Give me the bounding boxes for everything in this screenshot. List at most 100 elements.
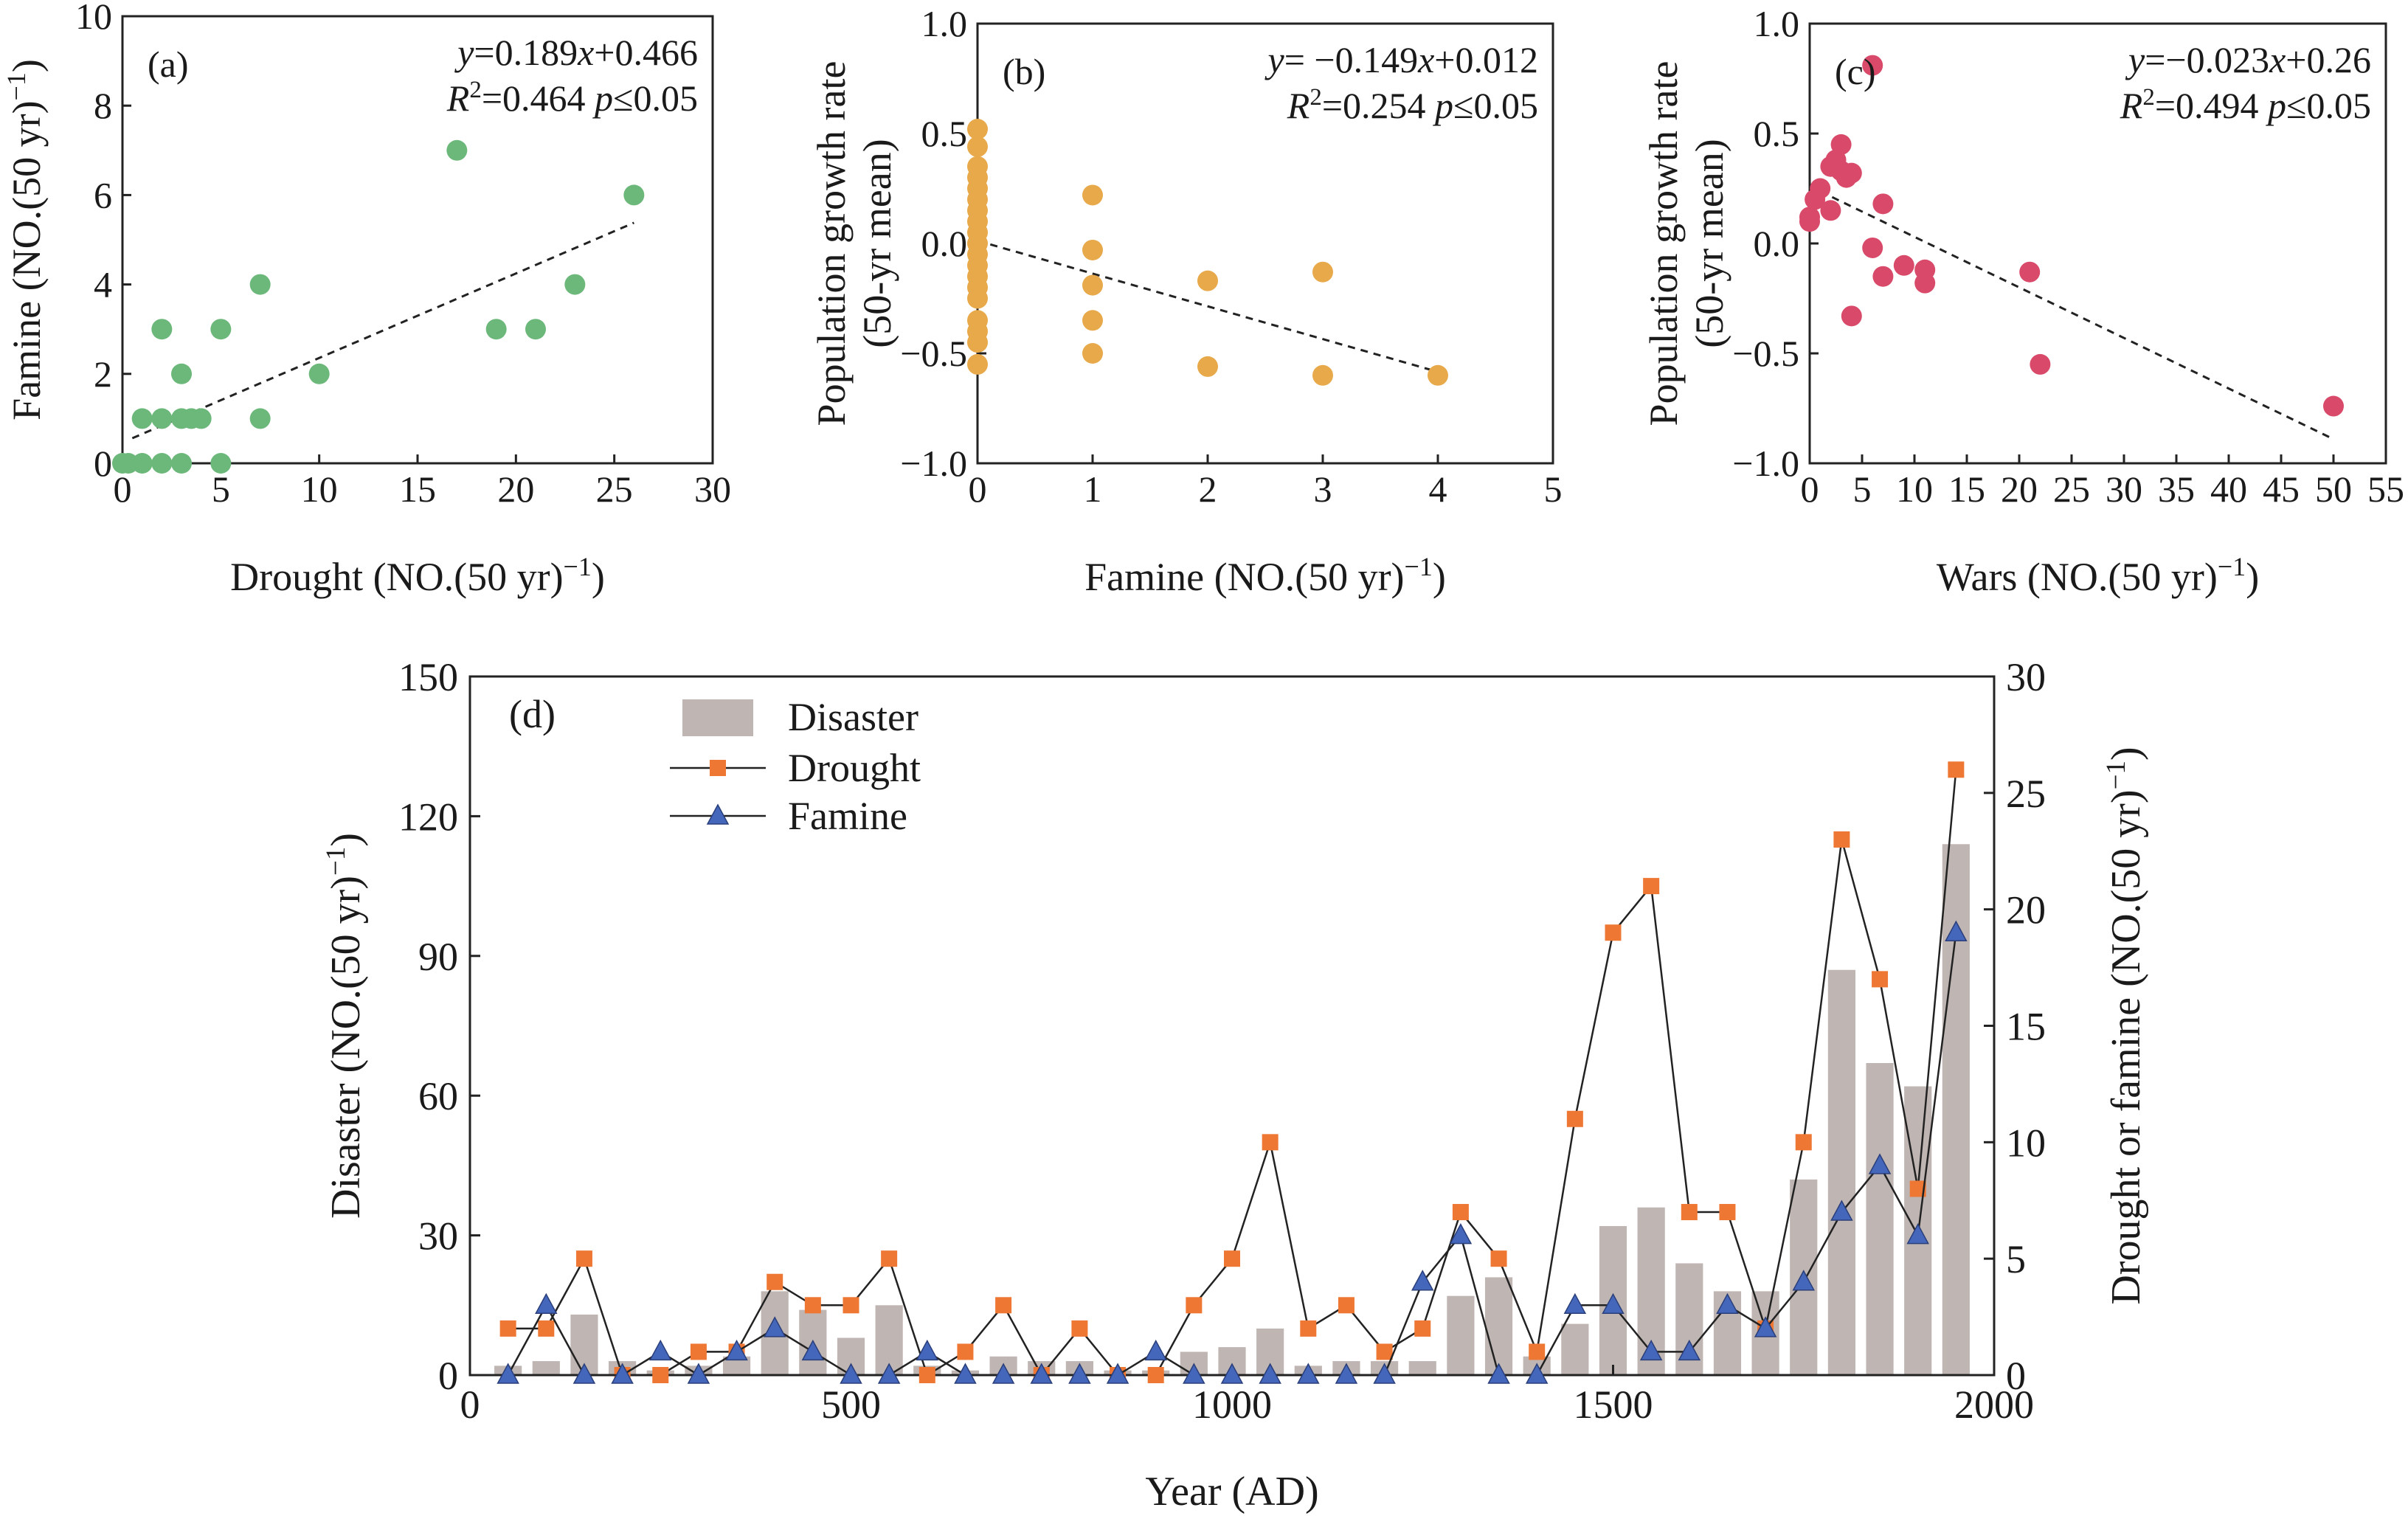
drought-marker	[538, 1320, 555, 1337]
panel-d: 0 500 1000 1500 2000030609012015005101520253…	[321, 655, 2150, 1515]
disaster-bar	[1408, 1361, 1436, 1375]
drought-marker	[499, 1320, 516, 1337]
scatter-point	[1914, 259, 1936, 280]
fit-equation: y= −0.149x+0.012	[1264, 39, 1538, 80]
drought-marker	[918, 1367, 935, 1383]
famine-marker	[1411, 1270, 1434, 1291]
y-tick-label: 0.0	[921, 223, 968, 264]
drought-marker	[1795, 1134, 1812, 1151]
fit-statistics: R2=0.464 p≤0.05	[446, 77, 698, 119]
famine-marker	[801, 1339, 825, 1361]
x-tick-label: 20	[2001, 468, 2038, 510]
x-tick-label: 35	[2158, 468, 2195, 510]
y-tick-label: 6	[94, 174, 112, 215]
famine-marker	[725, 1339, 748, 1361]
scatter-point	[1872, 193, 1894, 215]
famine-marker	[1792, 1270, 1816, 1291]
legend-famine-marker	[706, 803, 730, 825]
famine-marker	[1602, 1292, 1625, 1315]
x-tick-label: 0	[114, 468, 132, 510]
y-tick-label: 0.5	[921, 113, 968, 154]
x-tick-label: 5	[212, 468, 230, 510]
y-left-tick-label: 60	[418, 1074, 458, 1118]
x-tick-label: 0	[460, 1382, 480, 1427]
drought-marker	[575, 1250, 592, 1267]
drought-marker	[1414, 1320, 1431, 1337]
drought-marker	[804, 1297, 821, 1314]
panel-b: 0 1 2 3 4 5 −1.0 −0.5 0.0 0.5 1.0 (b) y= −0.149x+0.0…	[809, 3, 1563, 599]
x-tick-label: 2	[1199, 468, 1217, 510]
famine-marker	[1144, 1339, 1167, 1361]
x-tick-label: 0	[1801, 468, 1819, 510]
panel-label: (c)	[1835, 51, 1876, 92]
drought-marker	[1605, 924, 1622, 941]
scatter-point	[249, 408, 271, 429]
y-tick-label: 0	[94, 443, 112, 484]
drought-marker	[1909, 1180, 1926, 1197]
drought-marker	[1224, 1250, 1240, 1267]
x-tick-label: 5	[1544, 468, 1563, 510]
x-tick-label: 1	[1084, 468, 1102, 510]
drought-marker	[995, 1297, 1012, 1314]
y-tick-label: 10	[75, 0, 112, 37]
y-axis-label-line2: (50-yr mean)	[855, 139, 899, 347]
scatter-point	[1428, 364, 1448, 386]
y-axis-label: Population growth rate	[809, 61, 854, 426]
y-tick-label: 1.0	[1754, 3, 1800, 44]
famine-marker	[611, 1363, 634, 1384]
famine-marker	[1449, 1223, 1473, 1245]
scatter-point	[1820, 200, 1841, 221]
disaster-bar	[1484, 1277, 1513, 1375]
scatter-point	[1082, 274, 1103, 296]
y-left-tick-label: 120	[398, 795, 458, 839]
scatter-point	[1799, 211, 1820, 232]
scatter-point	[1082, 184, 1103, 206]
famine-marker	[1830, 1200, 1853, 1221]
scatter-point	[1872, 266, 1894, 287]
drought-marker	[1071, 1320, 1088, 1337]
famine-marker	[763, 1316, 786, 1337]
disaster-bar	[1447, 1295, 1475, 1375]
x-axis-label: Year (AD)	[1145, 1469, 1318, 1515]
scatter-point	[525, 319, 546, 340]
y-tick-label: 8	[94, 85, 112, 126]
scatter-point	[1830, 134, 1852, 155]
y-left-tick-label: 30	[418, 1214, 458, 1259]
x-tick-label: 3	[1314, 468, 1332, 510]
x-tick-label: 25	[596, 468, 633, 510]
drought-marker	[1186, 1297, 1203, 1314]
x-tick-label: 25	[2053, 468, 2090, 510]
famine-marker	[1487, 1363, 1510, 1384]
scatter-point	[131, 453, 153, 474]
scatter-point	[1312, 364, 1333, 386]
drought-marker	[1338, 1297, 1354, 1314]
famine-marker	[535, 1292, 558, 1315]
famine-marker	[1906, 1223, 1929, 1245]
disaster-bar	[1866, 1063, 1894, 1375]
x-tick-label: 10	[1896, 468, 1933, 510]
scatter-point	[1862, 55, 1883, 76]
famine-marker	[1106, 1363, 1129, 1384]
famine-marker	[687, 1363, 710, 1384]
x-tick-label: 500	[821, 1382, 881, 1427]
scatter-point	[210, 453, 232, 474]
panel-label: (d)	[509, 692, 556, 736]
famine-marker	[1563, 1292, 1587, 1315]
x-tick-label: 2000	[1954, 1382, 2034, 1427]
y-tick-label: 0.0	[1754, 223, 1800, 264]
legend-drought-marker	[710, 760, 726, 776]
scatter-point	[1082, 310, 1103, 331]
scatter-point	[623, 184, 645, 206]
scatter-point	[1312, 261, 1333, 283]
famine-marker	[1868, 1153, 1892, 1174]
fit-equation: y=−0.023x+0.26	[2125, 39, 2371, 80]
scatter-point	[967, 136, 988, 157]
drought-marker	[1376, 1343, 1393, 1360]
drought-marker	[1833, 831, 1850, 848]
drought-marker	[1490, 1250, 1507, 1267]
y-right-tick-label: 15	[2006, 1005, 2046, 1049]
drought-marker	[1566, 1110, 1583, 1127]
famine-marker	[1716, 1292, 1739, 1315]
famine-marker	[1754, 1316, 1777, 1337]
y-left-tick-label: 90	[418, 935, 458, 979]
